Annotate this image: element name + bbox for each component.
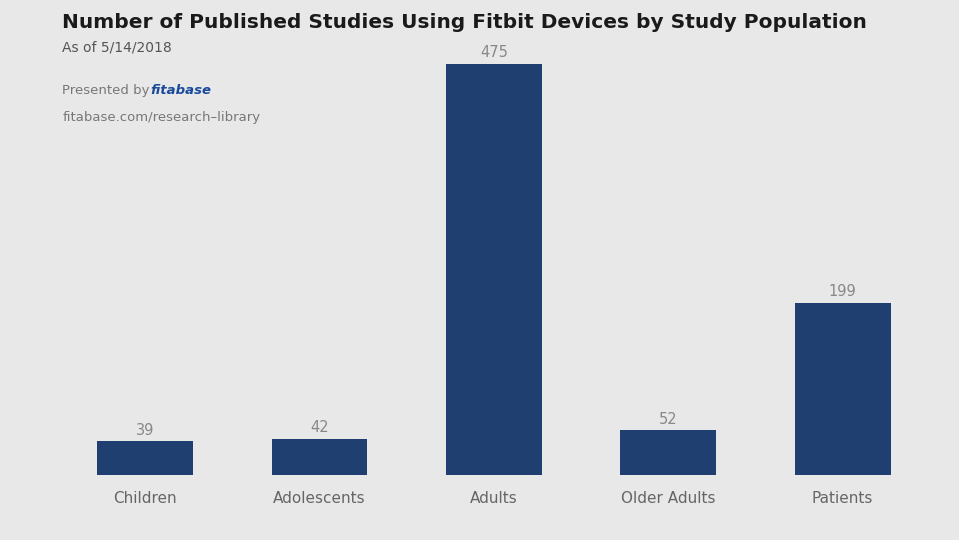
- Bar: [446, 64, 542, 475]
- Bar: [795, 303, 891, 475]
- Text: 475: 475: [480, 45, 508, 60]
- Text: fitabase.com/research–library: fitabase.com/research–library: [62, 111, 261, 124]
- Bar: [271, 439, 367, 475]
- Text: 42: 42: [310, 420, 329, 435]
- Text: 39: 39: [136, 423, 154, 438]
- Text: 199: 199: [829, 285, 856, 299]
- Bar: [97, 441, 193, 475]
- Text: fitabase: fitabase: [151, 84, 212, 97]
- Text: Number of Published Studies Using Fitbit Devices by Study Population: Number of Published Studies Using Fitbit…: [62, 14, 867, 32]
- Text: Presented by: Presented by: [62, 84, 154, 97]
- Text: As of 5/14/2018: As of 5/14/2018: [62, 40, 172, 55]
- Bar: [620, 430, 716, 475]
- Text: 52: 52: [659, 411, 678, 427]
